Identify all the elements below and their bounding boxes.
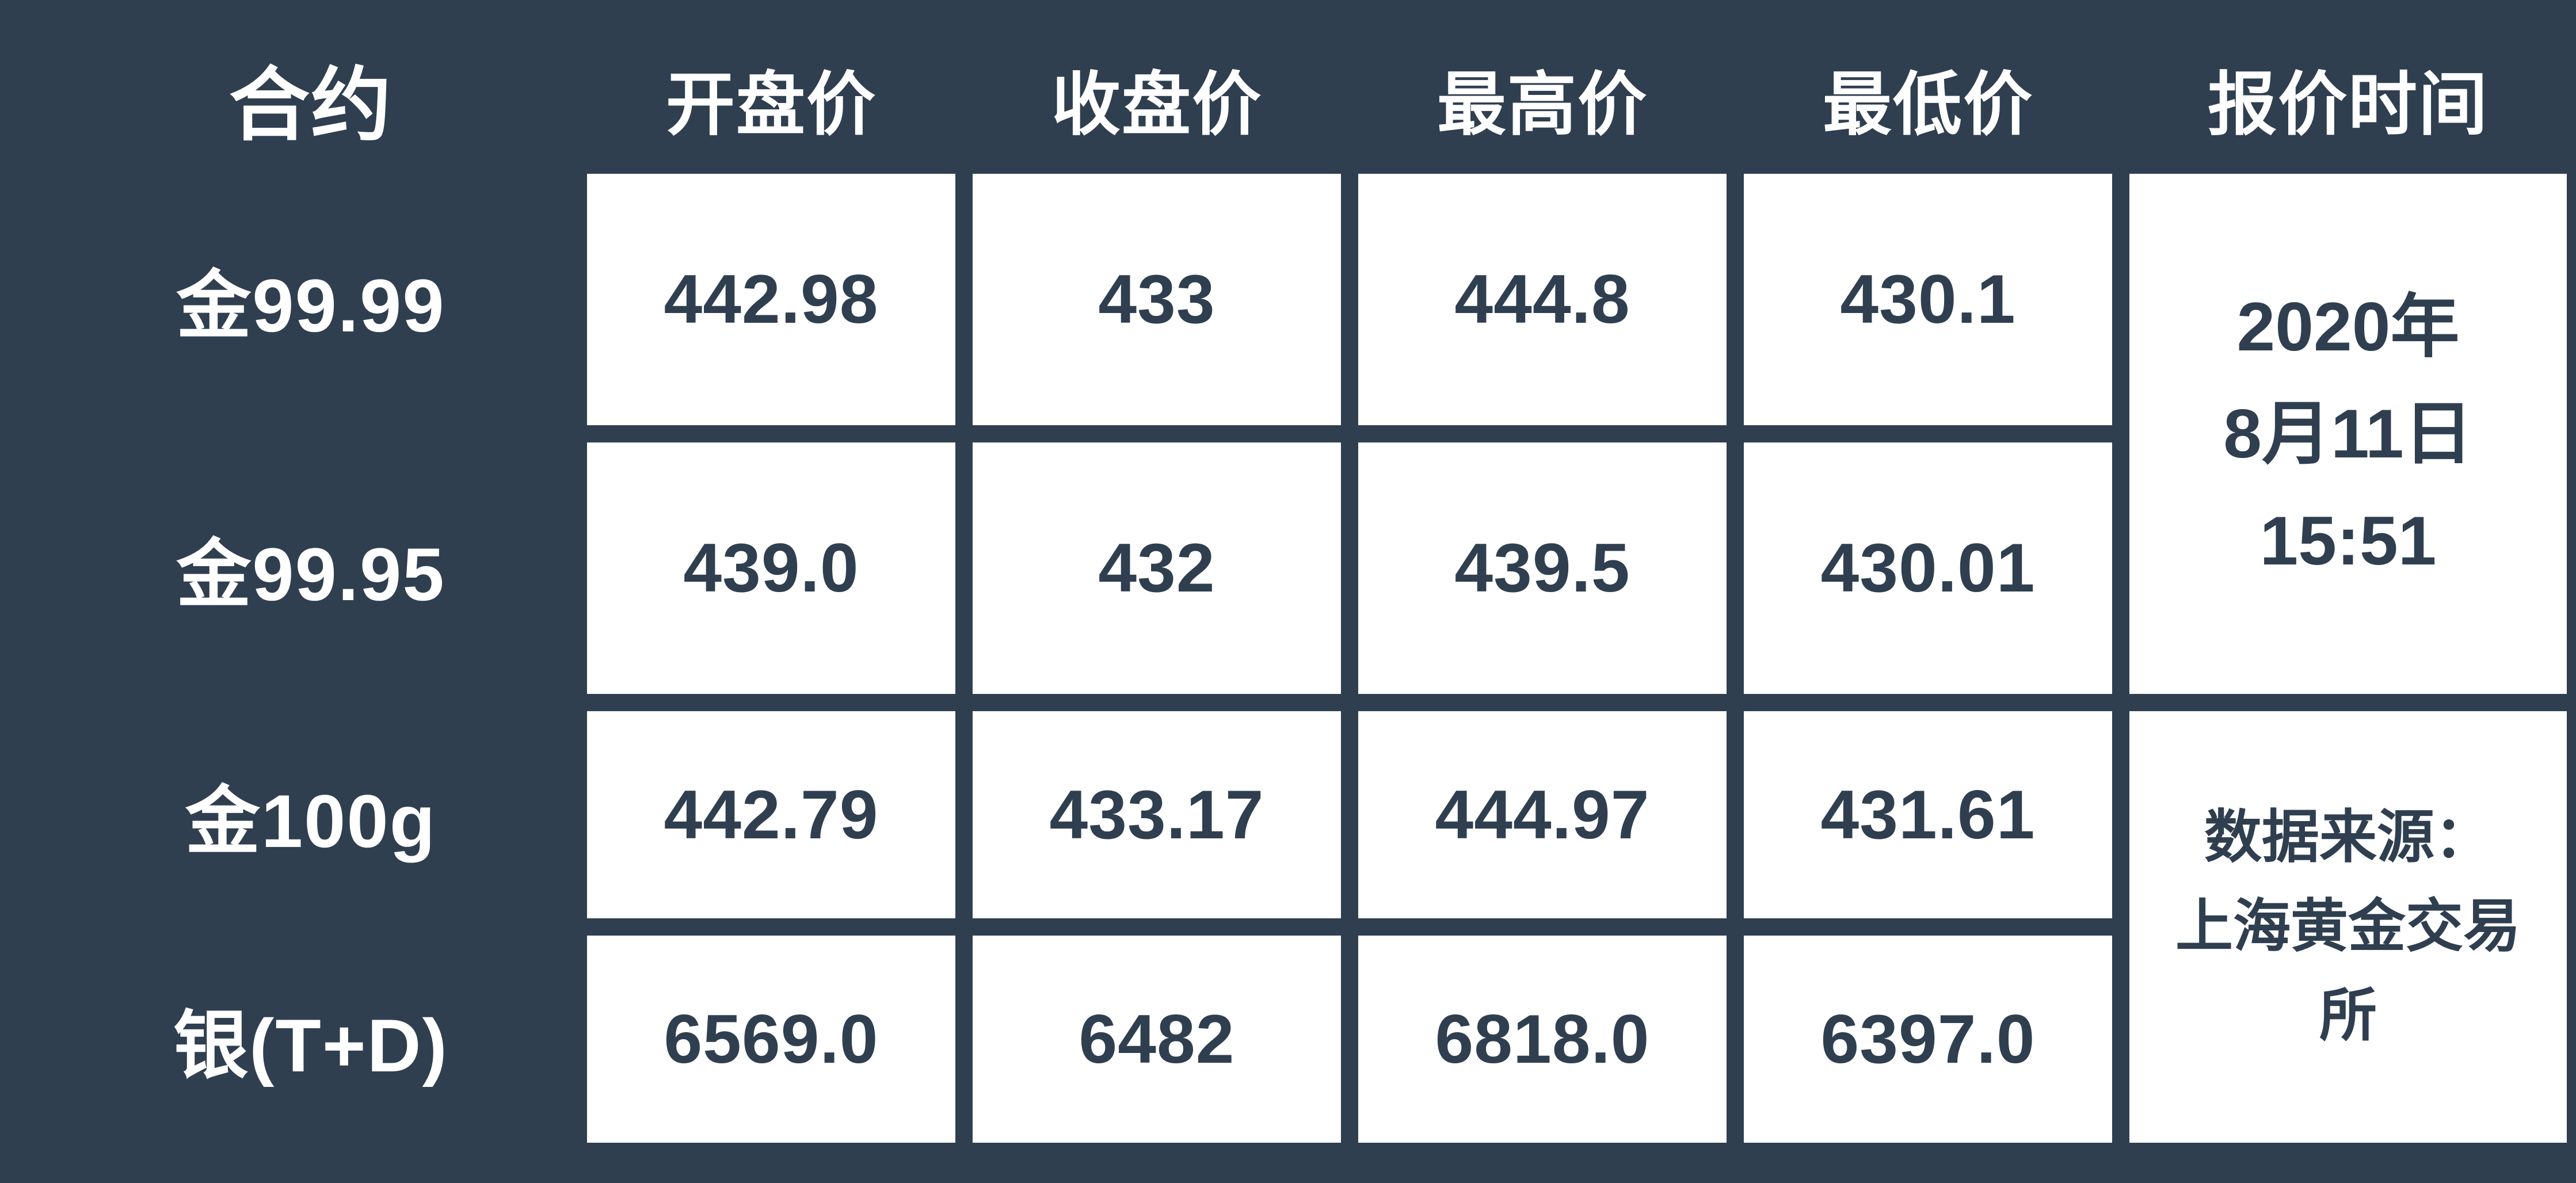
row-label: 金99.99 <box>52 174 570 425</box>
cell-high: 444.97 <box>1358 711 1727 918</box>
cell-open: 6569.0 <box>587 936 955 1143</box>
col-header-close: 收盘价 <box>973 40 1341 157</box>
col-header-contract: 合约 <box>52 40 570 157</box>
cell-close: 433 <box>973 174 1341 425</box>
col-header-open: 开盘价 <box>587 40 955 157</box>
quote-date-year: 2020年 <box>2129 273 2567 380</box>
row-label: 金99.95 <box>52 442 570 694</box>
table-header-row: 合约 开盘价 收盘价 最高价 最低价 报价时间 <box>52 40 2567 157</box>
table-row: 金99.99 442.98 433 444.8 430.1 2020年 8月11… <box>52 174 2567 425</box>
cell-low: 6397.0 <box>1744 936 2112 1143</box>
row-label: 银(T+D) <box>52 936 570 1143</box>
col-header-high: 最高价 <box>1358 40 1727 157</box>
data-source-name1: 上海黄金交易 <box>2129 882 2567 971</box>
cell-open: 439.0 <box>587 442 955 694</box>
quote-datetime-cell: 2020年 8月11日 15:51 <box>2129 174 2567 694</box>
data-source-cell: 数据来源： 上海黄金交易 所 <box>2129 711 2567 1143</box>
cell-high: 444.8 <box>1358 174 1727 425</box>
cell-close: 6482 <box>973 936 1341 1143</box>
col-header-low: 最低价 <box>1744 40 2112 157</box>
cell-close: 432 <box>973 442 1341 694</box>
quote-date-md: 8月11日 <box>2129 380 2567 487</box>
quote-time: 15:51 <box>2129 487 2567 594</box>
cell-close: 433.17 <box>973 711 1341 918</box>
col-header-quote-time: 报价时间 <box>2129 40 2567 157</box>
watermark-text: 艺品汇购 <box>2472 1146 2562 1177</box>
cell-open: 442.79 <box>587 711 955 918</box>
row-label: 金100g <box>52 711 570 918</box>
cell-high: 6818.0 <box>1358 936 1727 1143</box>
data-source-name2: 所 <box>2129 971 2567 1060</box>
price-table: 合约 开盘价 收盘价 最高价 最低价 报价时间 金99.99 442.98 43… <box>35 23 2576 1160</box>
cell-low: 430.01 <box>1744 442 2112 694</box>
cell-low: 431.61 <box>1744 711 2112 918</box>
price-table-container: 合约 开盘价 收盘价 最高价 最低价 报价时间 金99.99 442.98 43… <box>0 0 2576 1183</box>
cell-high: 439.5 <box>1358 442 1727 694</box>
cell-open: 442.98 <box>587 174 955 425</box>
cell-low: 430.1 <box>1744 174 2112 425</box>
data-source-label: 数据来源： <box>2129 793 2567 882</box>
table-row: 金100g 442.79 433.17 444.97 431.61 数据来源： … <box>52 711 2567 918</box>
